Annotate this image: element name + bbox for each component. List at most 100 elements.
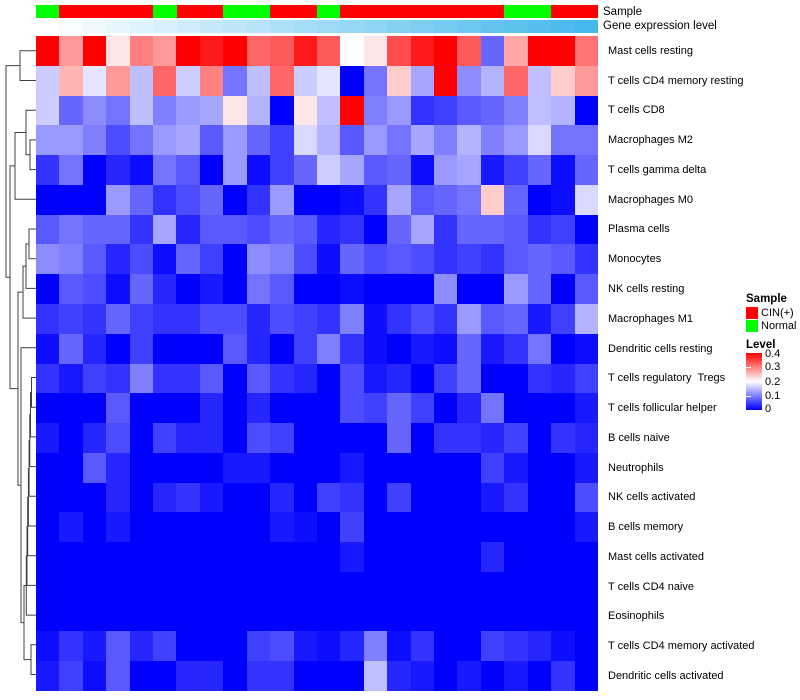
heatmap-cell bbox=[59, 333, 83, 364]
gene-expression-cell bbox=[457, 19, 482, 33]
heatmap-cell bbox=[153, 571, 177, 602]
heatmap-cell bbox=[457, 423, 481, 453]
heatmap-cell bbox=[246, 274, 271, 304]
heatmap-cell bbox=[410, 661, 435, 691]
heatmap-cell bbox=[82, 661, 107, 691]
heatmap-cell bbox=[129, 571, 154, 602]
heatmap-cell bbox=[82, 244, 107, 275]
heatmap-cell bbox=[129, 155, 154, 185]
heatmap-cell bbox=[293, 482, 317, 513]
heatmap-cell bbox=[153, 65, 177, 96]
gene-expression-cell bbox=[317, 19, 341, 33]
heatmap-cell bbox=[246, 601, 271, 632]
heatmap-cell bbox=[246, 482, 271, 513]
heatmap-cell bbox=[270, 303, 294, 334]
heatmap-cell bbox=[82, 393, 107, 424]
level-tickmark bbox=[746, 395, 751, 397]
heatmap-cell bbox=[36, 512, 60, 543]
heatmap-cell bbox=[434, 125, 458, 156]
heatmap-cell bbox=[223, 661, 247, 691]
heatmap-cell bbox=[363, 542, 388, 572]
heatmap-cell bbox=[574, 393, 598, 424]
heatmap-cell bbox=[504, 303, 528, 334]
heatmap-cell bbox=[527, 333, 552, 364]
heatmap-cell bbox=[574, 601, 598, 632]
sample-annotation-cell bbox=[504, 5, 528, 18]
heatmap-cell bbox=[316, 244, 341, 275]
heatmap-cell bbox=[129, 542, 154, 572]
gene-expression-cell bbox=[246, 19, 271, 33]
heatmap-cell bbox=[480, 244, 505, 275]
heatmap-cell bbox=[316, 184, 341, 215]
heatmap-cell bbox=[504, 631, 528, 662]
heatmap-cell bbox=[270, 631, 294, 662]
heatmap-cell bbox=[363, 333, 388, 364]
heatmap-cell bbox=[82, 303, 107, 334]
heatmap-cell bbox=[36, 244, 60, 275]
heatmap-cell bbox=[176, 423, 200, 453]
heatmap-cell bbox=[223, 363, 247, 394]
heatmap-cell bbox=[153, 661, 177, 691]
heatmap-cell bbox=[153, 125, 177, 156]
heatmap-cell bbox=[176, 303, 200, 334]
heatmap-cell bbox=[340, 631, 364, 662]
heatmap-cell bbox=[153, 512, 177, 543]
heatmap-cell bbox=[246, 244, 271, 275]
heatmap-cell bbox=[574, 184, 598, 215]
sample-annotation-label: Sample bbox=[603, 5, 642, 18]
heatmap-cell bbox=[293, 303, 317, 334]
sample-annotation-bar bbox=[36, 5, 599, 18]
heatmap-cell bbox=[387, 274, 411, 304]
heatmap-cell bbox=[106, 303, 130, 334]
level-legend-title: Level bbox=[746, 339, 776, 351]
heatmap-cell bbox=[457, 393, 481, 424]
heatmap-cell bbox=[223, 601, 247, 632]
heatmap-cell bbox=[434, 601, 458, 632]
heatmap-cell bbox=[106, 601, 130, 632]
heatmap-cell bbox=[387, 303, 411, 334]
heatmap-cell bbox=[457, 512, 481, 543]
heatmap-cell bbox=[129, 274, 154, 304]
heatmap-cell bbox=[480, 661, 505, 691]
heatmap-cell bbox=[551, 244, 575, 275]
heatmap-cell bbox=[176, 184, 200, 215]
heatmap-cell bbox=[36, 184, 60, 215]
heatmap-cell bbox=[457, 95, 481, 126]
heatmap-cell bbox=[106, 661, 130, 691]
heatmap-cell bbox=[387, 482, 411, 513]
heatmap-cell bbox=[574, 363, 598, 394]
heatmap-cell bbox=[293, 423, 317, 453]
heatmap-cell bbox=[223, 95, 247, 126]
heatmap-cell bbox=[410, 184, 435, 215]
heatmap-cell bbox=[434, 95, 458, 126]
heatmap-cell bbox=[527, 95, 552, 126]
level-tickmark bbox=[746, 367, 751, 369]
heatmap-cell bbox=[340, 542, 364, 572]
heatmap-cell bbox=[387, 155, 411, 185]
heatmap-cell bbox=[59, 244, 83, 275]
heatmap-cell bbox=[36, 155, 60, 185]
gene-expression-cell bbox=[223, 19, 247, 33]
heatmap-cell bbox=[176, 274, 200, 304]
heatmap-cell bbox=[270, 184, 294, 215]
heatmap-cell bbox=[410, 452, 435, 483]
heatmap-cell bbox=[106, 363, 130, 394]
heatmap-cell bbox=[246, 184, 271, 215]
heatmap-cell bbox=[223, 423, 247, 453]
heatmap-cell bbox=[59, 274, 83, 304]
heatmap-cell bbox=[504, 512, 528, 543]
heatmap-cell bbox=[480, 214, 505, 245]
heatmap-cell bbox=[82, 452, 107, 483]
heatmap-cell bbox=[153, 184, 177, 215]
heatmap-cell bbox=[223, 631, 247, 662]
heatmap-cell bbox=[551, 303, 575, 334]
gene-expression-cell bbox=[363, 19, 388, 33]
heatmap-cell bbox=[82, 601, 107, 632]
heatmap-cell bbox=[59, 95, 83, 126]
heatmap-cell bbox=[106, 95, 130, 126]
heatmap-cell bbox=[551, 512, 575, 543]
heatmap-cell bbox=[574, 244, 598, 275]
heatmap-cell bbox=[199, 65, 224, 96]
heatmap-cell bbox=[59, 184, 83, 215]
heatmap-cell bbox=[504, 661, 528, 691]
